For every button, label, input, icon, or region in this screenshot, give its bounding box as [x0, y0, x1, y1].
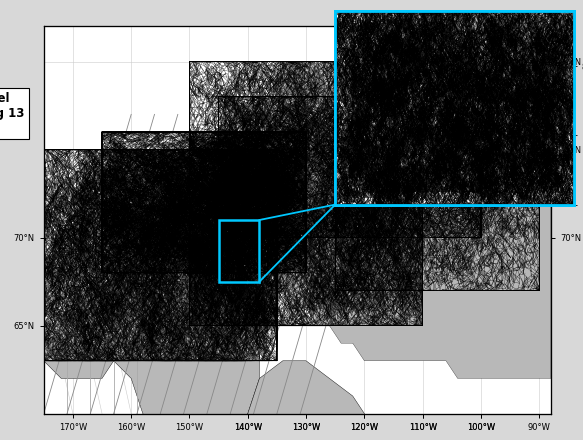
Polygon shape — [318, 114, 405, 220]
Polygon shape — [370, 150, 481, 255]
Polygon shape — [481, 62, 551, 185]
Polygon shape — [248, 361, 364, 440]
Bar — [219, 220, 259, 282]
Polygon shape — [335, 11, 574, 205]
Polygon shape — [528, 26, 551, 79]
Text: Type B Vessel
Aug 07 - Aug 13
1982 - 2007: Type B Vessel Aug 07 - Aug 13 1982 - 200… — [0, 92, 25, 135]
Polygon shape — [506, 11, 574, 62]
Polygon shape — [259, 62, 551, 378]
Polygon shape — [44, 202, 259, 440]
